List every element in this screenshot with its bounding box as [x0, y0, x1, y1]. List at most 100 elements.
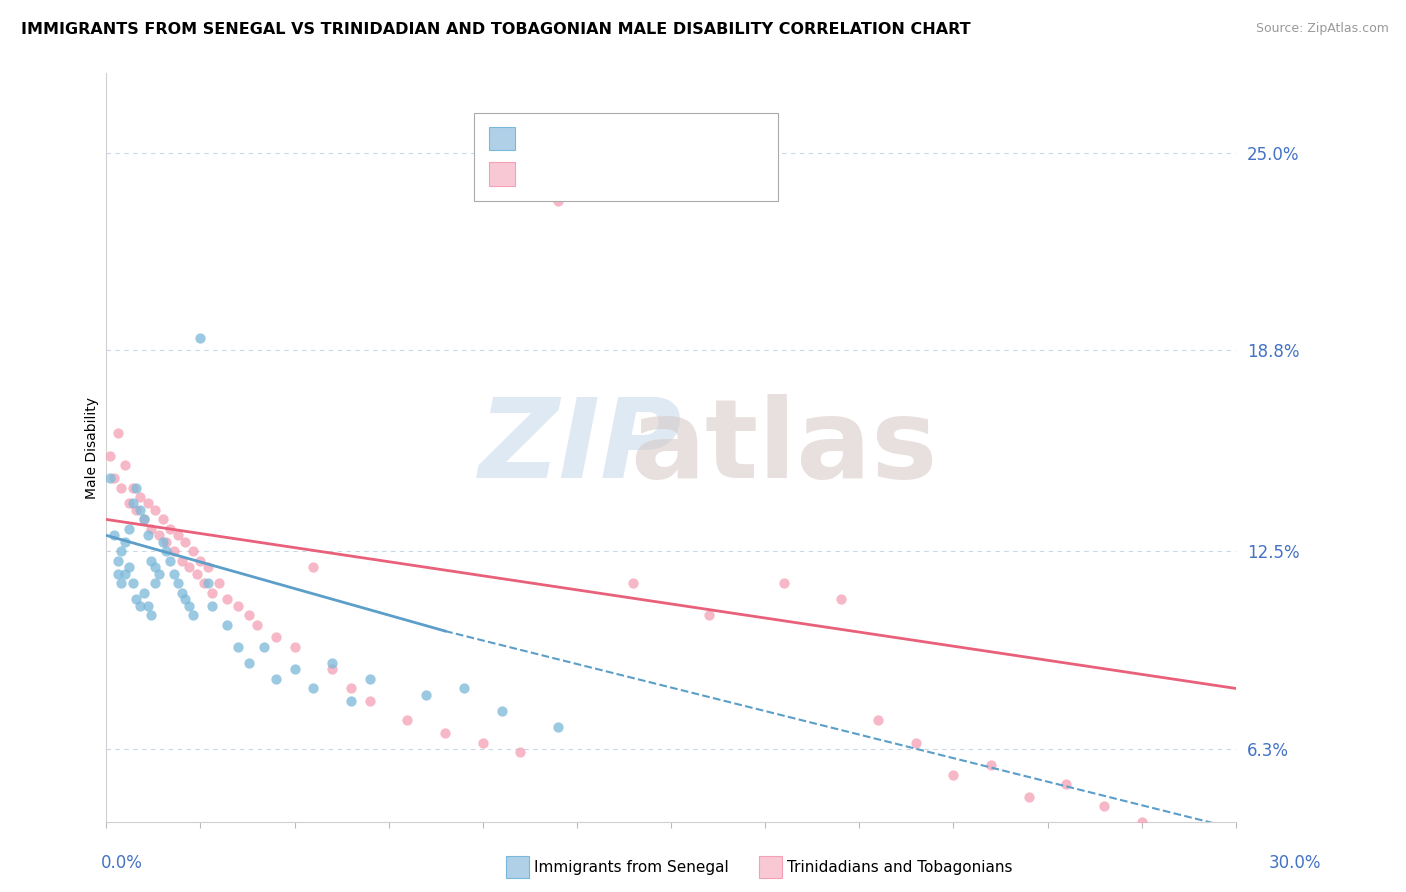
Point: [193, 576, 215, 591]
Point: [253, 640, 276, 654]
Point: [904, 736, 927, 750]
Point: [118, 560, 141, 574]
Point: [509, 745, 531, 759]
Point: [434, 726, 457, 740]
Point: [136, 599, 159, 613]
Point: [125, 592, 148, 607]
Point: [98, 449, 121, 463]
Point: [321, 656, 343, 670]
Point: [453, 681, 475, 696]
Text: Trinidadians and Tobagonians: Trinidadians and Tobagonians: [787, 860, 1012, 874]
Point: [141, 522, 163, 536]
Point: [159, 554, 181, 568]
Point: [491, 704, 513, 718]
Point: [132, 512, 155, 526]
Point: [177, 560, 200, 574]
Point: [197, 576, 219, 591]
Point: [129, 599, 152, 613]
Point: [155, 544, 177, 558]
Point: [152, 534, 174, 549]
Point: [125, 481, 148, 495]
Point: [208, 576, 231, 591]
Text: ZIP: ZIP: [479, 394, 682, 501]
Point: [623, 576, 645, 591]
Point: [215, 617, 238, 632]
Point: [121, 481, 143, 495]
Point: [868, 714, 890, 728]
Point: [98, 471, 121, 485]
Point: [174, 534, 197, 549]
Point: [283, 640, 305, 654]
Y-axis label: Male Disability: Male Disability: [86, 397, 100, 499]
Point: [136, 496, 159, 510]
Point: [177, 599, 200, 613]
Point: [121, 576, 143, 591]
Point: [547, 720, 569, 734]
Text: Immigrants from Senegal: Immigrants from Senegal: [534, 860, 730, 874]
Text: R = -0.224   N = 51: R = -0.224 N = 51: [523, 136, 673, 151]
Point: [136, 528, 159, 542]
Point: [114, 458, 136, 473]
Point: [159, 522, 181, 536]
Point: [129, 503, 152, 517]
Point: [103, 528, 125, 542]
Point: [143, 560, 166, 574]
Point: [359, 672, 381, 686]
Point: [107, 426, 129, 441]
Point: [201, 586, 224, 600]
Point: [980, 758, 1002, 772]
Point: [415, 688, 437, 702]
Point: [942, 767, 965, 781]
Point: [132, 512, 155, 526]
Point: [1092, 799, 1115, 814]
Point: [129, 490, 152, 504]
Point: [181, 608, 204, 623]
Point: [148, 566, 170, 581]
Point: [186, 566, 208, 581]
Point: [110, 576, 132, 591]
Point: [121, 496, 143, 510]
Text: Source: ZipAtlas.com: Source: ZipAtlas.com: [1256, 22, 1389, 36]
Point: [359, 694, 381, 708]
Point: [830, 592, 852, 607]
Point: [110, 481, 132, 495]
Point: [163, 566, 186, 581]
Point: [143, 576, 166, 591]
Point: [110, 544, 132, 558]
Point: [118, 496, 141, 510]
Point: [148, 528, 170, 542]
Point: [238, 656, 260, 670]
Text: 0.0%: 0.0%: [101, 855, 143, 872]
Point: [170, 554, 193, 568]
Point: [190, 554, 212, 568]
Point: [773, 576, 796, 591]
Point: [264, 631, 287, 645]
Point: [114, 566, 136, 581]
Point: [1018, 789, 1040, 804]
Point: [166, 576, 188, 591]
Point: [163, 544, 186, 558]
Point: [143, 503, 166, 517]
Text: R = -0.222   N = 56: R = -0.222 N = 56: [523, 171, 673, 186]
Point: [215, 592, 238, 607]
Text: IMMIGRANTS FROM SENEGAL VS TRINIDADIAN AND TOBAGONIAN MALE DISABILITY CORRELATIO: IMMIGRANTS FROM SENEGAL VS TRINIDADIAN A…: [21, 22, 970, 37]
Point: [340, 681, 363, 696]
Point: [166, 528, 188, 542]
Point: [283, 662, 305, 676]
Point: [141, 608, 163, 623]
Point: [141, 554, 163, 568]
Text: atlas: atlas: [630, 394, 938, 501]
Point: [197, 560, 219, 574]
Point: [264, 672, 287, 686]
Point: [107, 554, 129, 568]
Point: [132, 586, 155, 600]
Point: [1054, 777, 1077, 791]
Point: [321, 662, 343, 676]
Point: [174, 592, 197, 607]
Point: [114, 534, 136, 549]
Point: [107, 566, 129, 581]
Point: [201, 599, 224, 613]
Point: [181, 544, 204, 558]
Point: [152, 512, 174, 526]
Point: [396, 714, 419, 728]
